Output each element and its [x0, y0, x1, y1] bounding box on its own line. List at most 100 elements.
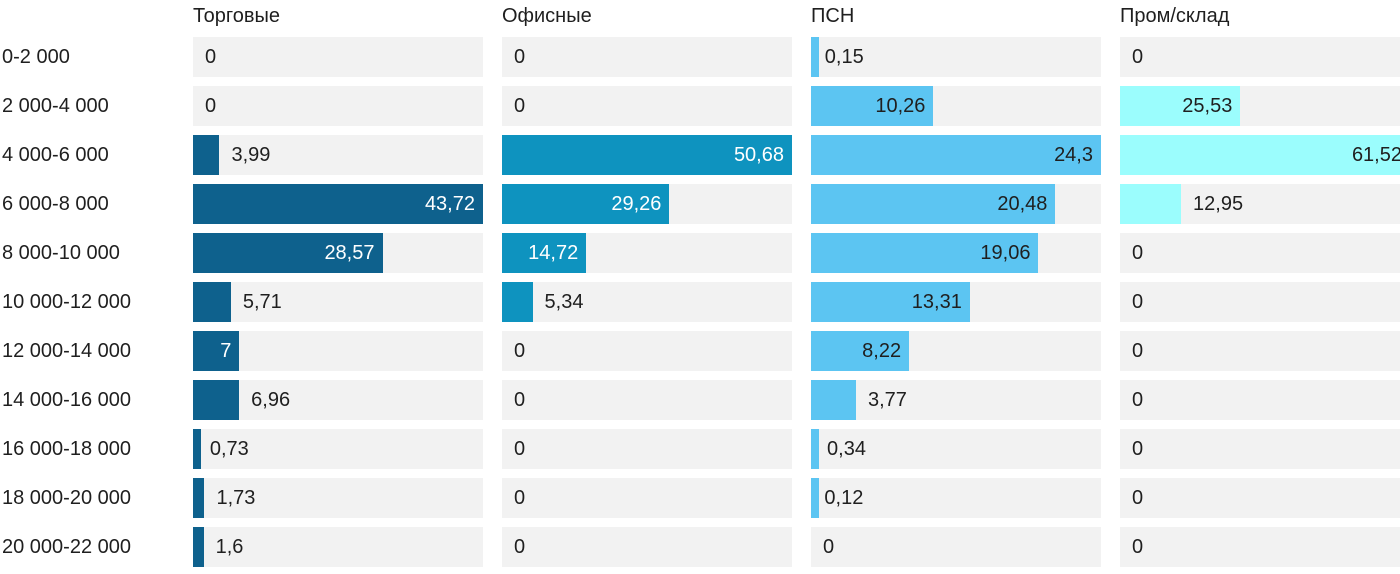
bar-value-label: 0	[514, 389, 526, 411]
bar-track: 1,6	[193, 527, 483, 567]
column-headers: Торговые Офисные ПСН Пром/склад	[0, 3, 1400, 29]
bar-value-label: 0	[1132, 291, 1144, 313]
bar-value-label: 0,15	[824, 46, 864, 68]
bar-value-label: 7	[220, 340, 232, 362]
bar-track: 0	[502, 478, 792, 518]
column-header-torgovye: Торговые	[193, 5, 281, 27]
column-header-ofisnye: Офисные	[502, 5, 592, 27]
bar-value-label: 3,77	[867, 389, 907, 411]
bar-track: 29,26	[502, 184, 792, 224]
bar-value-label: 3,99	[231, 144, 271, 166]
bar: 61,52	[1120, 135, 1400, 175]
bar-track: 0	[502, 527, 792, 567]
bar-value-label: 0	[1132, 389, 1144, 411]
bar-value-label: 1,6	[215, 536, 244, 558]
bar-track: 12,95	[1120, 184, 1400, 224]
column-header-prom-sklad: Пром/склад	[1120, 5, 1230, 27]
bar-track: 0	[1120, 37, 1400, 77]
bar-value-label: 12,95	[1193, 193, 1244, 215]
bar-value-label: 0	[514, 438, 526, 460]
bar-value-label: 1,73	[216, 487, 256, 509]
bar-value-label: 28,57	[324, 242, 375, 264]
bar-value-label: 0	[514, 95, 526, 117]
bar-track: 0,34	[811, 429, 1101, 469]
bar-track: 0	[1120, 380, 1400, 420]
bar-track: 0	[193, 86, 483, 126]
bar-track: 3,99	[193, 135, 483, 175]
bar-value-label: 0	[514, 487, 526, 509]
bar-value-label: 29,26	[611, 193, 662, 215]
category-label: 16 000-18 000	[2, 438, 132, 460]
category-label: 14 000-16 000	[2, 389, 132, 411]
bar	[193, 478, 205, 518]
category-label: 10 000-12 000	[2, 291, 132, 313]
bar-value-label: 0	[1132, 340, 1144, 362]
bar-value-label: 0	[514, 340, 526, 362]
bar-track: 13,31	[811, 282, 1101, 322]
bar	[811, 429, 819, 469]
bar-track: 0	[502, 37, 792, 77]
bar-value-label: 6,96	[251, 389, 291, 411]
bar	[193, 282, 231, 322]
bar-value-label: 0	[1132, 46, 1144, 68]
bar-value-label: 50,68	[733, 144, 784, 166]
bar: 8,22	[811, 331, 910, 371]
bar-track: 0,73	[193, 429, 483, 469]
category-label: 20 000-22 000	[2, 536, 132, 558]
bar-track: 0	[1120, 233, 1400, 273]
bar: 29,26	[502, 184, 670, 224]
bar-value-label: 14,72	[528, 242, 579, 264]
category-label: 18 000-20 000	[2, 487, 132, 509]
bar-track: 0,15	[811, 37, 1101, 77]
bar-track: 61,52	[1120, 135, 1400, 175]
bar-track: 0	[1120, 527, 1400, 567]
bar-track: 25,53	[1120, 86, 1400, 126]
bar-value-label: 5,71	[242, 291, 282, 313]
category-label: 4 000-6 000	[2, 144, 109, 166]
chart-rows: 0-2 000 0 0 0,15 0 2 000-4 000 0 0 10,26 25,53 4 0…	[0, 37, 1400, 567]
category-label: 6 000-8 000	[2, 193, 109, 215]
bar: 14,72	[502, 233, 587, 273]
bar	[193, 135, 220, 175]
bar-track: 6,96	[193, 380, 483, 420]
bar-track: 0	[502, 429, 792, 469]
bar-track: 24,3	[811, 135, 1101, 175]
bar-track: 1,73	[193, 478, 483, 518]
bar-track: 5,71	[193, 282, 483, 322]
bar	[193, 429, 201, 469]
bar-track: 19,06	[811, 233, 1101, 273]
bar-track: 20,48	[811, 184, 1101, 224]
bar	[1120, 184, 1182, 224]
bar-track: 8,22	[811, 331, 1101, 371]
bar-value-label: 24,3	[1054, 144, 1093, 166]
bar-value-label: 61,52	[1351, 144, 1400, 166]
category-label: 0-2 000	[2, 46, 70, 68]
bar: 50,68	[502, 135, 792, 175]
bar-track: 0	[1120, 331, 1400, 371]
category-label: 8 000-10 000	[2, 242, 120, 264]
bar-track: 0	[193, 37, 483, 77]
bar-value-label: 0,12	[824, 487, 864, 509]
bar	[811, 478, 819, 518]
bar-track: 0	[1120, 282, 1400, 322]
bar: 24,3	[811, 135, 1101, 175]
bar-value-label: 0	[1132, 438, 1144, 460]
bar	[193, 380, 240, 420]
bar-value-label: 8,22	[862, 340, 902, 362]
bar-value-label: 0	[823, 536, 835, 558]
bar: 10,26	[811, 86, 934, 126]
bar: 43,72	[193, 184, 483, 224]
bar-track: 0	[502, 380, 792, 420]
bar-value-label: 0,34	[827, 438, 866, 460]
bar-value-label: 0,73	[209, 438, 249, 460]
bar-track: 5,34	[502, 282, 792, 322]
bar-value-label: 19,06	[980, 242, 1031, 264]
bar-track: 10,26	[811, 86, 1101, 126]
bar-value-label: 20,48	[997, 193, 1048, 215]
column-header-psn: ПСН	[811, 5, 855, 27]
bar-track: 0	[1120, 478, 1400, 518]
bar-value-label: 0	[514, 536, 526, 558]
bar: 20,48	[811, 184, 1056, 224]
bar-value-label: 0	[1132, 487, 1144, 509]
bar-track: 14,72	[502, 233, 792, 273]
